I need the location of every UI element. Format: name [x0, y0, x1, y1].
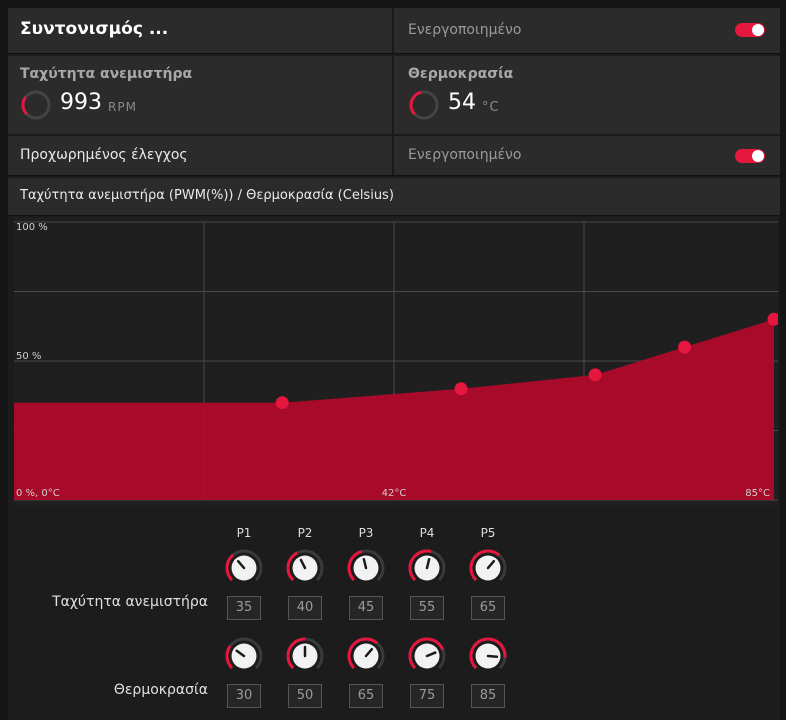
temp-row-label: Θερμοκρασία: [113, 682, 208, 698]
chart-header-row: Ταχύτητα ανεμιστήρα (PWM(%)) / Θερμοκρασ…: [8, 178, 780, 216]
tuning-title-cell: Συντονισμός ...: [8, 8, 392, 53]
advanced-label: Προχωρημένος έλεγχος: [20, 147, 188, 163]
page-title: Συντονισμός ...: [20, 19, 169, 39]
fan-speed-knob[interactable]: [407, 548, 447, 588]
tuning-status-cell: Ενεργοποιημένο: [394, 8, 780, 53]
tuning-status-text: Ενεργοποιημένο: [408, 22, 522, 38]
tuning-toggle[interactable]: [735, 23, 765, 37]
fan-speed-value: 993: [60, 90, 102, 115]
fan-speed-unit: RPM: [108, 100, 137, 114]
toggle-knob: [752, 150, 764, 162]
fan-row-label: Ταχύτητα ανεμιστήρα: [52, 594, 208, 610]
temperature-gauge-icon: [409, 90, 439, 120]
advanced-toggle[interactable]: [735, 149, 765, 163]
temperature-value-box[interactable]: 65: [349, 684, 383, 708]
fan-speed-card: Ταχύτητα ανεμιστήρα 993 RPM: [8, 56, 392, 134]
point-label: P5: [480, 526, 496, 540]
chart-header: Ταχύτητα ανεμιστήρα (PWM(%)) / Θερμοκρασ…: [20, 188, 394, 203]
fan-speed-knob[interactable]: [224, 548, 264, 588]
x-tick-label: 85°C: [745, 488, 770, 499]
temperature-knob[interactable]: [224, 636, 264, 676]
curve-area: [14, 319, 774, 500]
fan-curve-chart[interactable]: 100 % 50 % 0 %, 0°C 42°C 85°C: [14, 218, 778, 506]
temperature-value-box[interactable]: 75: [410, 684, 444, 708]
temperature-knob[interactable]: [346, 636, 386, 676]
temperature-value-box[interactable]: 50: [288, 684, 322, 708]
temperature-unit: °C: [482, 100, 500, 115]
temperature-value-box[interactable]: 85: [471, 684, 505, 708]
fan-speed-value-box[interactable]: 55: [410, 596, 444, 620]
y-tick-label: 50 %: [16, 351, 41, 362]
y-tick-label: 100 %: [16, 222, 48, 233]
advanced-status-text: Ενεργοποιημένο: [408, 147, 522, 163]
toggle-knob: [752, 24, 764, 36]
fan-speed-value-box[interactable]: 65: [471, 596, 505, 620]
temperature-knob[interactable]: [285, 636, 325, 676]
temperature-knob[interactable]: [407, 636, 447, 676]
curve-point-p4[interactable]: [678, 340, 692, 354]
fan-tuning-panel: Συντονισμός ... Ενεργοποιημένο Ταχύτητα …: [8, 8, 780, 720]
advanced-label-cell: Προχωρημένος έλεγχος: [8, 136, 392, 175]
fan-speed-knob[interactable]: [346, 548, 386, 588]
x-tick-label: 42°C: [382, 488, 407, 499]
advanced-status-cell: Ενεργοποιημένο: [394, 136, 780, 175]
curve-point-p2[interactable]: [454, 382, 468, 396]
fan-curve-svg[interactable]: 100 % 50 % 0 %, 0°C 42°C 85°C: [14, 218, 778, 506]
stats-row: Ταχύτητα ανεμιστήρα 993 RPM Θερμοκρασία …: [8, 56, 780, 134]
curve-point-p1[interactable]: [275, 396, 289, 410]
fan-speed-knob[interactable]: [468, 548, 508, 588]
temperature-label: Θερμοκρασία: [408, 66, 514, 82]
temperature-knob[interactable]: [468, 636, 508, 676]
fan-speed-value-box[interactable]: 45: [349, 596, 383, 620]
curve-point-p5[interactable]: [767, 312, 779, 326]
point-controls: P1 P2 P3 P4 P5 Ταχύτητα ανεμιστήρα Θερμοκρασ…: [8, 508, 780, 720]
temperature-card: Θερμοκρασία 54 °C: [394, 56, 780, 134]
temperature-value-box[interactable]: 30: [227, 684, 261, 708]
fan-speed-gauge-icon: [21, 90, 51, 120]
point-label: P1: [236, 526, 252, 540]
point-label: P2: [297, 526, 313, 540]
point-label: P4: [419, 526, 435, 540]
fan-speed-value-box[interactable]: 40: [288, 596, 322, 620]
temperature-value: 54: [448, 90, 476, 115]
fan-speed-value-box[interactable]: 35: [227, 596, 261, 620]
curve-point-p3[interactable]: [588, 368, 602, 382]
fan-speed-knob[interactable]: [285, 548, 325, 588]
tuning-row: Συντονισμός ... Ενεργοποιημένο: [8, 8, 780, 54]
fan-speed-label: Ταχύτητα ανεμιστήρα: [20, 66, 193, 82]
point-label: P3: [358, 526, 374, 540]
advanced-control-row: Προχωρημένος έλεγχος Ενεργοποιημένο: [8, 136, 780, 176]
y-tick-label: 0 %, 0°C: [16, 488, 60, 499]
